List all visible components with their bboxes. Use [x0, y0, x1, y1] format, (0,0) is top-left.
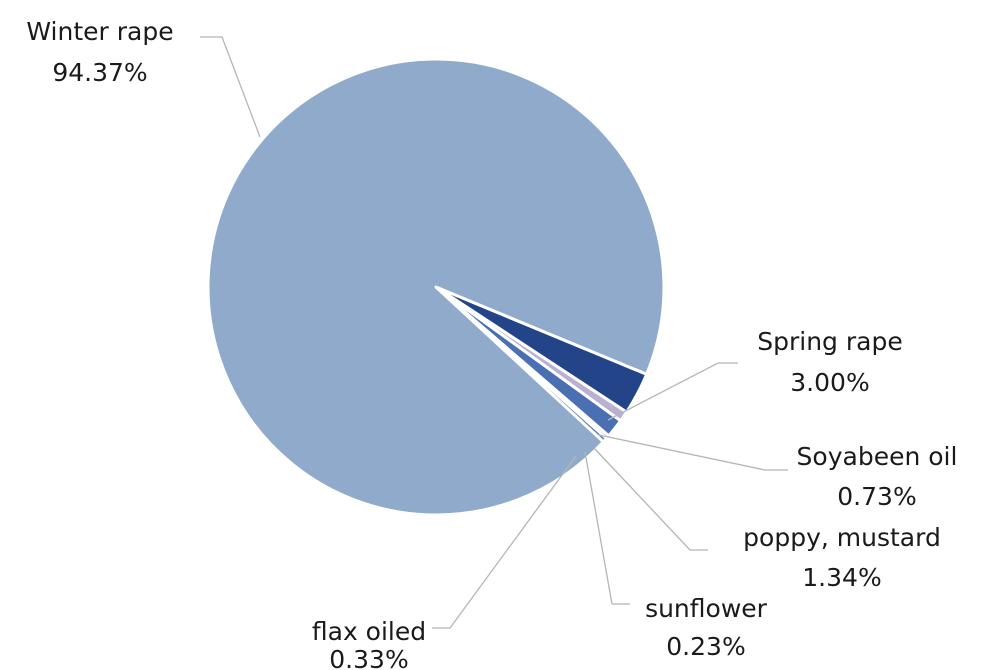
slice-name-label: Soyabeen oil: [797, 442, 958, 471]
slice-value-label: 0.73%: [837, 482, 916, 511]
leader-line-poppy-mustard: [593, 447, 708, 551]
slice-labels: Winter rape 94.37% Spring rape 3.00% Soy…: [26, 17, 957, 670]
leader-line-winter-rape: [200, 36, 261, 138]
slice-value-label: 0.23%: [666, 632, 745, 661]
slice-name-label: sunflower: [645, 594, 768, 623]
slice-value-label: 1.34%: [802, 563, 881, 592]
pie-slice-winter-rape: [206, 57, 666, 517]
slice-value-label: 94.37%: [52, 58, 147, 87]
slice-value-label: 3.00%: [790, 368, 869, 397]
leader-line-spring-rape: [607, 362, 738, 421]
leader-line-soyabeen-oil: [598, 434, 788, 471]
leader-line-sunflower: [584, 451, 630, 605]
slice-name-label: poppy, mustard: [743, 523, 941, 552]
slice-value-label: 0.33%: [329, 645, 408, 670]
leader-lines: [200, 36, 788, 629]
slice-name-label: flax oiled: [312, 617, 426, 646]
leader-line-flax-oiled: [432, 455, 577, 629]
slice-name-label: Spring rape: [757, 327, 902, 356]
pie-slices: [206, 57, 666, 517]
slice-name-label: Winter rape: [26, 17, 173, 46]
